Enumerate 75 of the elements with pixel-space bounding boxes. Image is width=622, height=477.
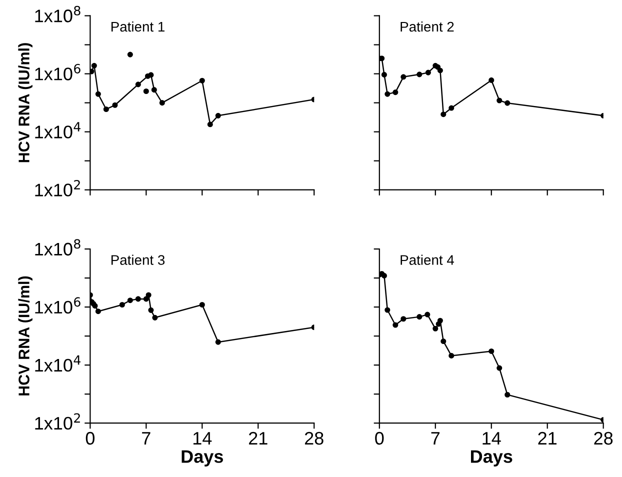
point <box>437 68 443 74</box>
point <box>127 52 133 58</box>
x-tick-label: 0 <box>375 432 384 445</box>
point <box>416 314 422 320</box>
point <box>91 62 97 68</box>
x-tick-label: 0 <box>86 432 95 445</box>
point <box>432 326 438 332</box>
y-axis-title: HCV RNA (IU/ml) <box>18 43 32 162</box>
annotation: Patient 3 <box>111 254 165 265</box>
point <box>215 339 221 345</box>
point <box>496 365 502 371</box>
y-axis-title: HCV RNA (IU/ml) <box>18 276 32 396</box>
point <box>151 87 157 93</box>
point <box>496 98 502 104</box>
point <box>199 302 205 308</box>
point <box>92 303 98 309</box>
point <box>90 68 94 74</box>
point <box>400 74 406 80</box>
point <box>384 307 390 313</box>
point <box>424 312 430 318</box>
point <box>392 322 398 328</box>
x-tick-label: 14 <box>482 432 501 445</box>
point <box>488 348 494 354</box>
point <box>207 122 213 128</box>
y-tick-label: 1x10$^{6}$ <box>35 297 80 314</box>
point <box>440 112 446 118</box>
point <box>152 314 158 320</box>
point <box>504 100 510 106</box>
point <box>146 292 152 298</box>
point <box>488 77 494 83</box>
y-tick-label: 1x10$^{4}$ <box>35 122 80 138</box>
x-tick-label: 21 <box>538 432 557 445</box>
annotation: Patient 1 <box>111 21 164 32</box>
annotation: Patient 4 <box>400 254 454 265</box>
annotation: Patient 2 <box>400 21 454 32</box>
point <box>143 88 149 94</box>
x-tick-label: 21 <box>249 432 268 445</box>
point <box>400 316 406 322</box>
point <box>437 318 443 324</box>
point <box>143 296 149 302</box>
point <box>425 70 431 76</box>
x-tick-label: 28 <box>304 432 324 445</box>
point <box>148 307 154 313</box>
y-tick-label: 1x10$^{8}$ <box>35 239 80 256</box>
x-tick-label: 28 <box>594 432 613 445</box>
point <box>95 91 101 97</box>
point <box>103 106 109 112</box>
y-tick-label: 1x10$^{2}$ <box>35 180 80 196</box>
point <box>127 298 133 304</box>
y-tick-label: 1x10$^{4}$ <box>35 355 80 372</box>
point <box>135 82 141 88</box>
point <box>148 72 154 78</box>
y-tick-label: 1x10$^{8}$ <box>35 6 80 22</box>
point <box>416 72 422 78</box>
point <box>199 78 205 84</box>
y-tick-label: 1x10$^{6}$ <box>35 64 80 80</box>
point <box>384 91 390 97</box>
point <box>95 308 101 314</box>
point <box>440 338 446 344</box>
point <box>504 392 510 398</box>
x-tick-label: 7 <box>431 432 440 445</box>
y-tick-label: 1x10$^{2}$ <box>35 413 80 430</box>
x-tick-label: 14 <box>193 432 212 445</box>
point <box>215 112 221 118</box>
x-axis-title: Days <box>471 450 512 466</box>
point <box>448 352 454 358</box>
point <box>119 302 125 308</box>
point <box>448 105 454 111</box>
point <box>112 102 118 108</box>
x-tick-label: 7 <box>142 432 150 445</box>
point <box>381 72 387 78</box>
point <box>135 296 141 302</box>
x-axis-title: Days <box>182 450 223 466</box>
point <box>392 90 398 96</box>
point <box>159 100 165 106</box>
